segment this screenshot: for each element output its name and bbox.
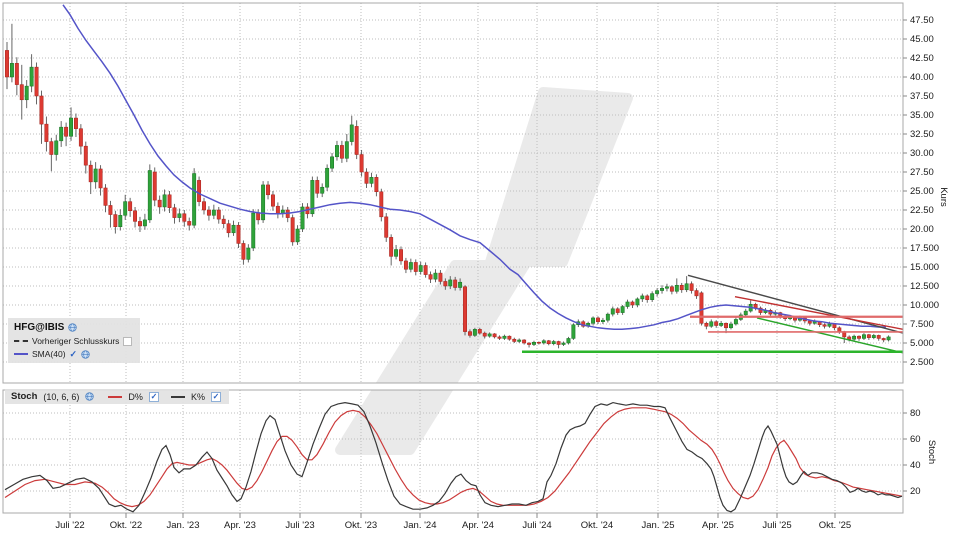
- svg-text:30.00: 30.00: [910, 148, 934, 159]
- svg-text:17.500: 17.500: [910, 243, 939, 254]
- svg-text:Apr. '23: Apr. '23: [224, 520, 256, 531]
- legend-item-sma40[interactable]: SMA(40) ✓: [14, 349, 135, 359]
- svg-text:Jan. '24: Jan. '24: [404, 520, 437, 531]
- svg-text:7.500: 7.500: [910, 319, 934, 330]
- stoch-k-checkbox[interactable]: ✓: [210, 391, 221, 402]
- gridlines: [3, 3, 903, 513]
- axis-labels: 47.50 45.00 42.50 40.00 37.50 35.00 32.50 30.00…: [55, 15, 949, 531]
- svg-text:32.50: 32.50: [910, 129, 934, 140]
- svg-text:Juli '23: Juli '23: [285, 520, 314, 531]
- svg-text:22.50: 22.50: [910, 205, 934, 216]
- sma-line-swatch: [14, 353, 28, 355]
- main-chart-legend: HFG@IBIS Vorheriger Schlusskurs SMA(40) …: [8, 318, 140, 363]
- globe-icon[interactable]: [85, 392, 95, 401]
- svg-text:Juli '25: Juli '25: [762, 520, 791, 531]
- svg-text:Juli '22: Juli '22: [55, 520, 84, 531]
- stoch-title: Stoch: [11, 391, 38, 402]
- svg-text:Apr. '25: Apr. '25: [702, 520, 734, 531]
- main-panel-border: [2, 2, 904, 384]
- sma-checkmark-icon[interactable]: ✓: [69, 348, 78, 359]
- previous-close-checkbox[interactable]: [123, 336, 133, 346]
- svg-text:Juli '24: Juli '24: [522, 520, 551, 531]
- svg-text:40: 40: [910, 460, 921, 471]
- diagonal-resistance-red[interactable]: [734, 295, 903, 331]
- svg-text:15.000: 15.000: [910, 262, 939, 273]
- svg-text:20.00: 20.00: [910, 224, 934, 235]
- stoch-k-label: K%: [190, 391, 205, 402]
- svg-text:47.50: 47.50: [910, 15, 934, 26]
- svg-text:25.00: 25.00: [910, 186, 934, 197]
- globe-icon[interactable]: [68, 323, 77, 332]
- svg-text:37.50: 37.50: [910, 91, 934, 102]
- svg-text:10.000: 10.000: [910, 300, 939, 311]
- svg-text:Okt. '23: Okt. '23: [345, 520, 377, 531]
- stoch-d-line[interactable]: [4, 407, 903, 508]
- diagonal-support-green[interactable]: [756, 317, 903, 354]
- stoch-panel-border: [2, 389, 904, 514]
- svg-text:Okt. '22: Okt. '22: [110, 520, 142, 531]
- svg-text:Jan. '23: Jan. '23: [167, 520, 200, 531]
- stoch-d-label: D%: [128, 391, 143, 402]
- svg-text:Apr. '24: Apr. '24: [462, 520, 494, 531]
- globe-icon[interactable]: [81, 349, 90, 359]
- stoch-d-checkbox[interactable]: ✓: [148, 391, 159, 402]
- svg-text:60: 60: [910, 434, 921, 445]
- svg-text:42.50: 42.50: [910, 53, 934, 64]
- diagonal-resistance-black[interactable]: [687, 274, 903, 334]
- svg-text:40.00: 40.00: [910, 72, 934, 83]
- svg-text:Okt. '25: Okt. '25: [819, 520, 851, 531]
- svg-text:12.500: 12.500: [910, 281, 939, 292]
- dashed-line-swatch: [14, 340, 28, 342]
- stoch-k-line[interactable]: [4, 401, 903, 513]
- svg-text:5.000: 5.000: [910, 338, 934, 349]
- previous-close-label: Vorheriger Schlusskurs: [32, 336, 120, 346]
- svg-text:80: 80: [910, 408, 921, 419]
- stoch-k-line-swatch: [170, 395, 185, 398]
- sma40-line[interactable]: [62, 4, 886, 331]
- legend-item-previous-close[interactable]: Vorheriger Schlusskurs: [14, 336, 135, 346]
- stoch-params: (10, 6, 6): [43, 391, 80, 402]
- candlestick-series[interactable]: [5, 23, 891, 349]
- svg-text:2.500: 2.500: [910, 357, 934, 368]
- axis-tick-marks: [69, 19, 907, 518]
- stoch-d-line-swatch: [108, 395, 123, 398]
- svg-text:45.00: 45.00: [910, 34, 934, 45]
- svg-text:Okt. '24: Okt. '24: [581, 520, 613, 531]
- svg-text:Jan. '25: Jan. '25: [642, 520, 675, 531]
- svg-text:35.00: 35.00: [910, 110, 934, 121]
- kurs-axis-title: Kurs: [938, 187, 949, 207]
- stoch-panel-legend: Stoch (10, 6, 6) D% ✓ K% ✓: [5, 389, 229, 404]
- sma-label: SMA(40): [32, 349, 66, 359]
- svg-text:20: 20: [910, 486, 921, 497]
- svg-text:27.50: 27.50: [910, 167, 934, 178]
- instrument-title: HFG@IBIS: [14, 322, 65, 333]
- stoch-axis-title: Stoch: [926, 440, 937, 464]
